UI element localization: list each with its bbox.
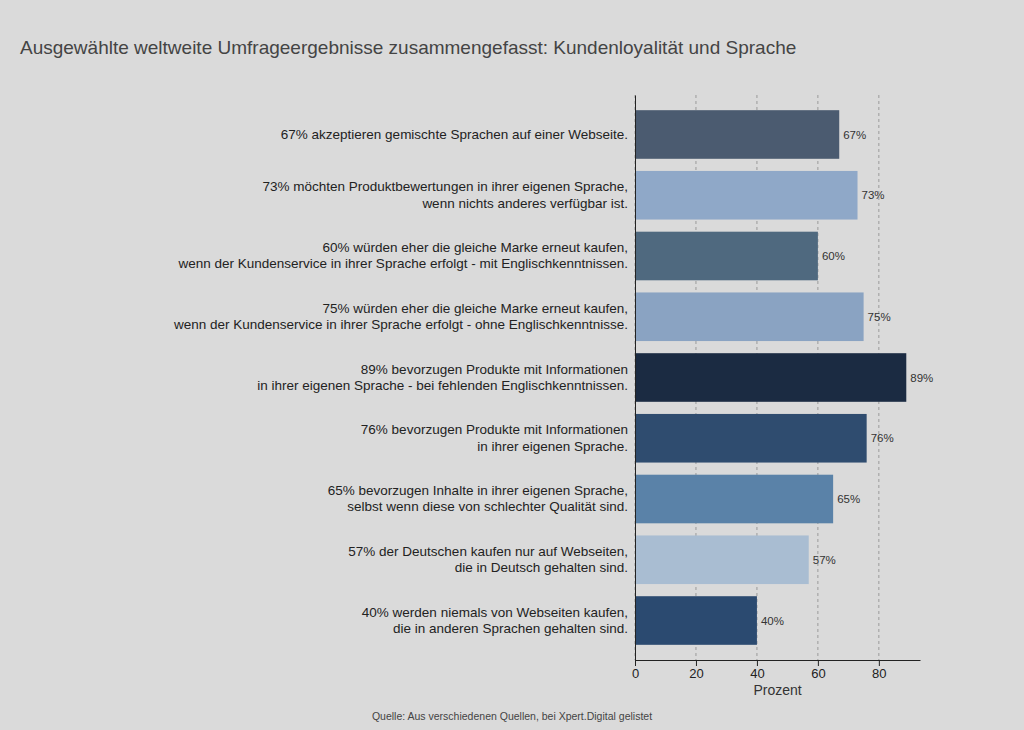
- category-label: 65% bevorzugen Inhalte in ihrer eigenen …: [328, 483, 628, 514]
- source: Quelle: Aus verschiedenen Quellen, bei X…: [372, 710, 652, 722]
- y-tick: 60% würden eher die gleiche Marke erneut…: [178, 240, 628, 271]
- category-label: 40% werden niemals von Webseiten kaufen,…: [362, 605, 628, 636]
- x-axis-title: Prozent: [753, 682, 801, 698]
- category-label: 57% der Deutschen kaufen nur auf Webseit…: [348, 544, 628, 575]
- x-axis: 0 20 40 60 80: [632, 660, 921, 681]
- x-tick-mark: [879, 660, 880, 666]
- y-tick: 40% werden niemals von Webseiten kaufen,…: [362, 605, 628, 636]
- data-labels: 67% 73% 60% 75% 89% 76% 65% 57% 40%: [761, 129, 933, 627]
- data-label: 57%: [813, 554, 836, 566]
- category-label-line: 57% der Deutschen kaufen nur auf Webseit…: [348, 544, 628, 559]
- y-axis-line: [635, 96, 636, 661]
- y-tick: 57% der Deutschen kaufen nur auf Webseit…: [348, 544, 628, 575]
- y-tick: 73% möchten Produktbewertungen in ihrer …: [263, 179, 628, 210]
- category-label-line: 75% würden eher die gleiche Marke erneut…: [323, 301, 628, 316]
- category-label-line: 67% akzeptieren gemischte Sprachen auf e…: [281, 127, 628, 142]
- bar: [635, 414, 867, 463]
- data-label: 73%: [862, 189, 885, 201]
- chart: Ausgewählte weltweite Umfrageergebnisse …: [0, 0, 1024, 730]
- category-label-line: 89% bevorzugen Produkte mit Informatione…: [361, 362, 628, 377]
- background: [0, 0, 1024, 730]
- bar: [635, 110, 839, 159]
- bar: [635, 596, 757, 645]
- y-tick: 65% bevorzugen Inhalte in ihrer eigenen …: [328, 483, 628, 514]
- category-label-line: in ihrer eigenen Sprache - bei fehlenden…: [257, 378, 628, 393]
- data-label: 65%: [837, 493, 860, 505]
- x-tick-label: 0: [632, 666, 639, 681]
- data-label: 89%: [910, 372, 933, 384]
- category-label: 89% bevorzugen Produkte mit Informatione…: [257, 362, 628, 393]
- y-axis: 67% akzeptieren gemischte Sprachen auf e…: [173, 96, 636, 661]
- y-tick: 67% akzeptieren gemischte Sprachen auf e…: [281, 127, 628, 142]
- data-label: 40%: [761, 615, 784, 627]
- y-tick: 75% würden eher die gleiche Marke erneut…: [173, 301, 628, 332]
- category-label: 76% bevorzugen Produkte mit Informatione…: [361, 422, 628, 453]
- category-label-line: in ihrer eigenen Sprache.: [477, 439, 628, 454]
- data-label: 60%: [822, 250, 845, 262]
- grid-line: [635, 95, 636, 660]
- category-label-line: 73% möchten Produktbewertungen in ihrer …: [263, 179, 628, 194]
- x-tick: 20: [689, 660, 703, 681]
- category-label: 75% würden eher die gleiche Marke erneut…: [173, 301, 628, 332]
- category-label: 60% würden eher die gleiche Marke erneut…: [178, 240, 628, 271]
- x-tick: 0: [632, 660, 639, 681]
- x-tick-label: 80: [872, 666, 886, 681]
- category-label-line: 60% würden eher die gleiche Marke erneut…: [323, 240, 628, 255]
- x-tick-label: 40: [750, 666, 764, 681]
- category-label-line: 65% bevorzugen Inhalte in ihrer eigenen …: [328, 483, 628, 498]
- bar: [635, 535, 809, 584]
- x-tick: 60: [811, 660, 825, 681]
- y-tick: 89% bevorzugen Produkte mit Informatione…: [257, 362, 628, 393]
- x-tick: 40: [750, 660, 764, 681]
- category-label-line: 76% bevorzugen Produkte mit Informatione…: [361, 422, 628, 437]
- x-tick-label: 20: [689, 666, 703, 681]
- data-label: 76%: [871, 432, 894, 444]
- x-tick-mark: [818, 660, 819, 666]
- x-tick: 80: [872, 660, 886, 681]
- title: Ausgewählte weltweite Umfrageergebnisse …: [20, 37, 796, 58]
- data-label: 75%: [868, 311, 891, 323]
- data-label: 67%: [843, 129, 866, 141]
- x-tick-label: 60: [811, 666, 825, 681]
- category-label: 67% akzeptieren gemischte Sprachen auf e…: [281, 127, 628, 142]
- category-label-line: 40% werden niemals von Webseiten kaufen,: [362, 605, 628, 620]
- bar: [635, 171, 858, 220]
- category-label-line: wenn nichts anderes verfügbar ist.: [421, 196, 628, 211]
- bar: [635, 232, 818, 281]
- category-label-line: die in Deutsch gehalten sind.: [455, 560, 628, 575]
- bars: [635, 110, 906, 645]
- bar: [635, 353, 906, 402]
- category-label-line: wenn der Kundenservice in ihrer Sprache …: [173, 317, 628, 332]
- bar: [635, 292, 864, 341]
- category-label-line: die in anderen Sprachen gehalten sind.: [393, 621, 628, 636]
- category-label: 73% möchten Produktbewertungen in ihrer …: [263, 179, 628, 210]
- x-tick-mark: [696, 660, 697, 666]
- y-tick: 76% bevorzugen Produkte mit Informatione…: [361, 422, 628, 453]
- category-label-line: selbst wenn diese von schlechter Qualitä…: [347, 499, 628, 514]
- bar: [635, 475, 833, 524]
- x-tick-mark: [635, 660, 636, 666]
- x-axis-line: [636, 660, 921, 661]
- category-label-line: wenn der Kundenservice in ihrer Sprache …: [178, 256, 628, 271]
- x-tick-mark: [757, 660, 758, 666]
